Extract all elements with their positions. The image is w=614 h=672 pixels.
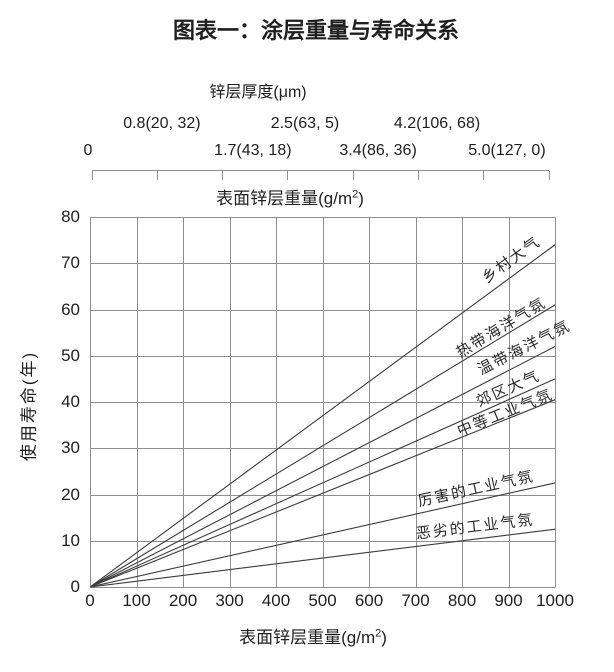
top-weight-label-text: 表面锌层重量(g/m bbox=[216, 189, 353, 208]
top-weight-label-suffix: ) bbox=[358, 189, 364, 208]
x-tick-label: 400 bbox=[261, 591, 291, 610]
x-tick-label: 700 bbox=[401, 591, 430, 610]
x-tick-label: 100 bbox=[122, 591, 151, 610]
x-tick-label: 200 bbox=[168, 591, 198, 610]
x-tick-label: 0 bbox=[85, 591, 95, 610]
top-axis-tick bbox=[287, 171, 289, 180]
x-axis-title-suffix: ) bbox=[381, 628, 387, 647]
series-line bbox=[90, 528, 556, 588]
x-axis-title: 表面锌层重量(g/m2) bbox=[239, 623, 387, 648]
y-tick-label: 60 bbox=[61, 299, 80, 319]
top-axis-tick bbox=[352, 171, 354, 180]
top-axis-line bbox=[91, 170, 550, 181]
top-axis-tick bbox=[91, 171, 93, 180]
series-line bbox=[90, 244, 556, 588]
top-axis-tick bbox=[483, 171, 485, 180]
chart-title: 图表一：涂层重量与寿命关系 bbox=[172, 18, 460, 43]
y-tick-label: 80 bbox=[61, 207, 80, 226]
series-line bbox=[90, 304, 556, 588]
x-tick-label: 300 bbox=[215, 591, 244, 610]
top-axis-label: 0.8(20, 32) bbox=[123, 115, 201, 132]
y-tick-label: 20 bbox=[61, 484, 80, 504]
series-line bbox=[90, 482, 556, 588]
y-tick-label: 0 bbox=[70, 577, 80, 596]
top-axis-upper-labels: 0.8(20, 32) 2.5(63, 5) 4.2(106, 68) bbox=[92, 115, 549, 133]
top-axis-tick bbox=[222, 171, 224, 180]
plot-svg bbox=[90, 217, 556, 588]
series-line bbox=[90, 399, 556, 588]
x-tick-label: 800 bbox=[447, 591, 477, 610]
y-tick-label: 40 bbox=[61, 392, 80, 411]
x-tick-label: 500 bbox=[308, 591, 337, 610]
series-line bbox=[90, 378, 556, 588]
y-axis-title: 使用寿命(年) bbox=[19, 350, 39, 462]
y-tick-label: 10 bbox=[61, 530, 80, 550]
series-line bbox=[90, 346, 556, 588]
top-axis-label: 5.0(127, 0) bbox=[468, 142, 546, 159]
top-axis-label: 3.4(86, 36) bbox=[339, 142, 417, 159]
top-axis-lower-labels: 0 1.7(43, 18) 3.4(86, 36) 5.0(127, 0) bbox=[83, 142, 549, 160]
top-axis-label: 0 bbox=[83, 142, 93, 159]
x-tick-label: 1000 bbox=[536, 591, 574, 610]
x-tick-label: 900 bbox=[494, 591, 523, 610]
x-axis-title-sup: 2 bbox=[375, 627, 382, 640]
top-weight-axis-label: 表面锌层重量(g/m2) bbox=[216, 184, 364, 209]
x-axis-title-text: 表面锌层重量(g/m bbox=[239, 628, 376, 647]
x-tick-label: 600 bbox=[354, 591, 384, 610]
top-axis-label: 4.2(106, 68) bbox=[393, 115, 481, 132]
top-axis-tick bbox=[548, 171, 550, 180]
top-axis-tick bbox=[417, 171, 419, 180]
y-tick-label: 50 bbox=[61, 345, 80, 365]
plot-area bbox=[90, 217, 556, 588]
y-tick-label: 30 bbox=[61, 438, 80, 458]
top-axis-label: 1.7(43, 18) bbox=[214, 142, 292, 159]
top-axis-tick bbox=[156, 171, 158, 180]
top-weight-label-sup: 2 bbox=[352, 188, 359, 201]
top-axis-title-zinc-thickness: 锌层厚度(μm) bbox=[209, 84, 307, 101]
top-axis-label: 2.5(63, 5) bbox=[270, 115, 340, 132]
y-tick-label: 70 bbox=[61, 253, 80, 273]
